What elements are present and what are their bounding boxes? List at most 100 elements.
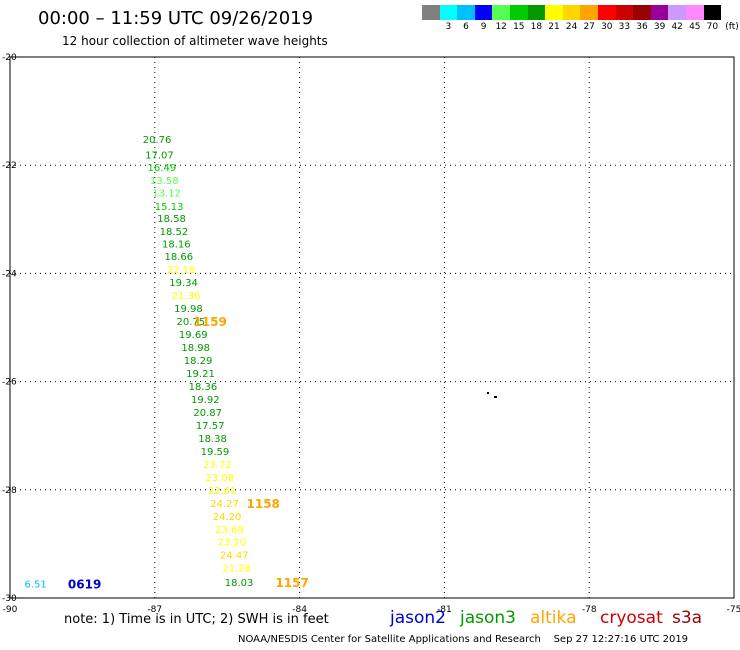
legend-swatch (509, 5, 528, 20)
satellite-label-cryosat: cryosat (600, 608, 663, 628)
footer-note: note: 1) Time is in UTC; 2) SWH is in fe… (64, 612, 329, 627)
pass-time-label: 1157 (275, 576, 308, 590)
wave-height-reading: 19.98 (174, 304, 203, 315)
credit-line: NOAA/NESDIS Center for Satellite Applica… (238, 634, 689, 645)
pass-time-label: 1159 (193, 315, 226, 329)
legend-label: 21 (548, 22, 560, 32)
wave-height-reading: 22.18 (167, 265, 196, 276)
legend-swatch (685, 5, 704, 20)
legend-swatch (580, 5, 598, 20)
longitude-tick-label: -75 (727, 605, 740, 615)
legend-swatch (439, 5, 458, 20)
wave-height-reading: 13.12 (152, 188, 181, 199)
island-marker (494, 396, 497, 398)
wave-height-reading: 19.69 (179, 330, 208, 341)
legend-swatch (668, 5, 686, 20)
satellite-label-s3a: s3a (672, 608, 703, 628)
wave-height-reading: 13.58 (150, 176, 179, 187)
legend-label: 36 (636, 22, 648, 32)
wave-height-reading: 17.07 (145, 150, 174, 161)
longitude-tick-label: -84 (292, 605, 307, 615)
legend-label: 30 (601, 22, 613, 32)
legend-swatch (633, 5, 651, 20)
latitude-tick-label: -26 (2, 378, 17, 388)
longitude-tick-label: -87 (147, 605, 162, 615)
wave-height-reading: 20.76 (143, 135, 172, 146)
wave-height-reading: 24.20 (213, 512, 242, 523)
map-frame (9, 56, 735, 599)
legend-label: 45 (689, 22, 701, 32)
legend-label: 42 (671, 22, 683, 32)
latitude-tick-label: -30 (2, 594, 17, 604)
legend-swatch (703, 5, 722, 20)
wave-height-reading: 18.58 (157, 214, 186, 225)
legend-label: 9 (480, 22, 487, 32)
legend-swatch (457, 5, 475, 20)
satellite-label-jason3: jason3 (460, 608, 516, 628)
wave-height-reading: 23.69 (215, 525, 244, 536)
legend-swatch (545, 5, 563, 20)
wave-height-reading: 21.28 (222, 564, 251, 575)
wave-height-reading: 18.03 (225, 578, 254, 589)
latitude-tick-label: -24 (2, 269, 17, 279)
legend-label: 6 (463, 22, 469, 32)
wave-height-reading: 16.49 (148, 163, 177, 174)
longitude-tick-label: -81 (437, 605, 452, 615)
wave-height-reading: 24.47 (220, 551, 249, 562)
latitude-tick-label: -28 (2, 486, 17, 496)
wave-height-reading: 19.34 (169, 278, 198, 289)
latitude-tick-label: -22 (2, 161, 17, 171)
wave-height-reading: 18.36 (189, 382, 218, 393)
wave-height-reading: 23.20 (218, 538, 247, 549)
satellite-label-altika: altika (530, 608, 577, 628)
longitude-tick-label: -78 (582, 605, 597, 615)
page-title: 00:00 – 11:59 UTC 09/26/2019 (38, 8, 314, 29)
legend-swatch (562, 5, 581, 20)
wave-height-reading: 18.29 (184, 356, 213, 367)
wave-height-reading: 19.21 (186, 369, 215, 380)
wave-height-reading: 21.36 (172, 291, 201, 302)
wave-height-reading: 20.87 (193, 408, 222, 419)
wave-height-reading: 19.92 (191, 395, 220, 406)
wave-height-reading: 6.51 (24, 579, 46, 590)
legend-unit: (ft) (725, 22, 739, 32)
wave-height-reading: 22.61 (208, 486, 237, 497)
legend-swatch (597, 5, 616, 20)
pass-time-label: 1158 (247, 497, 280, 511)
legend-swatch (615, 5, 634, 20)
legend-label: 15 (513, 22, 525, 32)
legend-label: 27 (583, 22, 595, 32)
wave-height-reading: 18.16 (162, 240, 191, 251)
wave-height-reading: 18.52 (160, 227, 189, 238)
latitude-tick-label: -20 (2, 53, 17, 63)
legend-label: 3 (445, 22, 452, 32)
legend-swatch (527, 5, 546, 20)
satellite-label-jason2: jason2 (390, 608, 446, 628)
legend-swatches (422, 5, 740, 20)
legend-swatch (422, 5, 440, 20)
legend-swatch (650, 5, 669, 20)
legend-label: 12 (495, 22, 507, 32)
pass-time-label: 0619 (68, 577, 101, 591)
legend-label: 18 (530, 22, 543, 32)
legend-labels: 3 6 9 12 15 18 21 24 27 30 33 36 39 42 45 70 (ft) (422, 20, 740, 32)
wave-height-reading: 18.98 (181, 343, 210, 354)
legend-swatch (492, 5, 510, 20)
wave-height-reading: 23.72 (203, 460, 232, 471)
island-marker (487, 392, 489, 394)
legend-swatch (474, 5, 493, 20)
wave-height-reading: 18.66 (164, 252, 193, 263)
longitude-tick-label: -90 (3, 605, 18, 615)
wave-height-reading: 19.59 (201, 447, 230, 458)
wave-height-reading: 15.13 (155, 202, 184, 213)
wave-height-reading: 24.27 (210, 499, 239, 510)
wave-height-reading: 17.57 (196, 421, 225, 432)
page-subtitle: 12 hour collection of altimeter wave hei… (62, 34, 328, 48)
legend-label: 70 (706, 22, 719, 32)
legend-label: 24 (565, 22, 578, 32)
wave-height-reading: 23.08 (205, 473, 234, 484)
legend-label: 39 (653, 22, 666, 32)
wave-height-reading: 18.38 (198, 434, 227, 445)
